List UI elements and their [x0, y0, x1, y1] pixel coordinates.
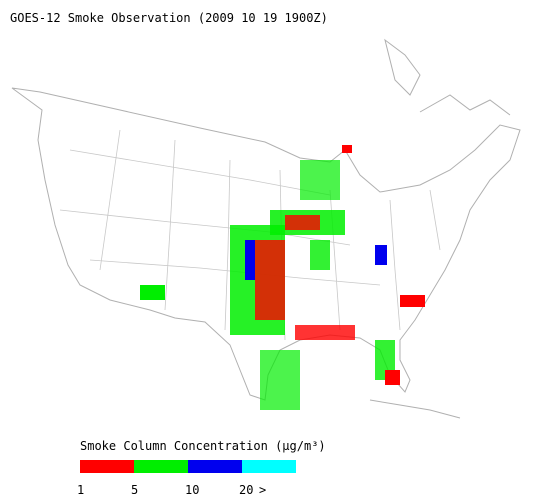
- colorbar-label: 5: [131, 483, 138, 497]
- title: GOES-12 Smoke Observation (2009 10 19 19…: [10, 11, 328, 25]
- smoke-pixels: [140, 145, 425, 410]
- colorbar-segment: [188, 460, 242, 473]
- colorbar-label: >: [259, 483, 266, 497]
- colorbar-label: 20: [239, 483, 253, 497]
- colorbar-segment: [80, 460, 134, 473]
- colorbar-segment: [134, 460, 188, 473]
- colorbar-segment: [242, 460, 296, 473]
- colorbar-label: 1: [77, 483, 84, 497]
- colorbar-label: 10: [185, 483, 199, 497]
- legend-title: Smoke Column Concentration (µg/m³): [80, 439, 326, 453]
